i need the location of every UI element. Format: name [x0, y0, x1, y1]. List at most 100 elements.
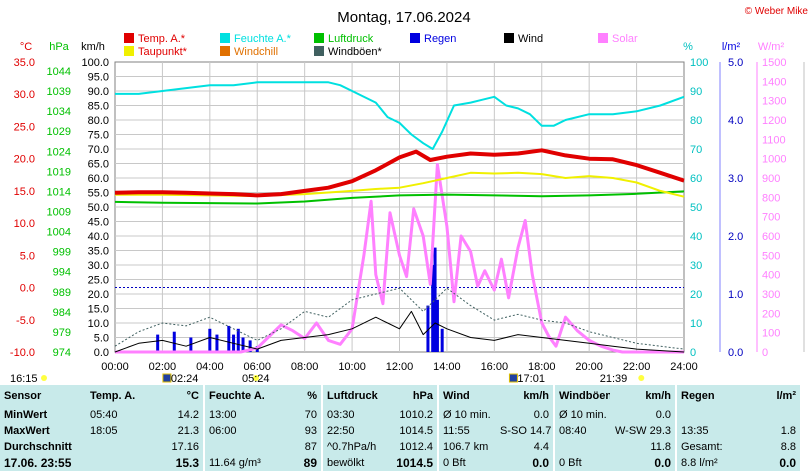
cell: 21.3: [138, 422, 205, 439]
cell: 15.3: [138, 454, 205, 471]
header-humidity-unit: %: [264, 385, 323, 407]
temp-tick-label: 35.0: [14, 57, 35, 69]
header-temp: Temp. A.: [90, 389, 136, 402]
solar-tick-label: 0: [762, 347, 768, 359]
header-gust-unit: km/h: [610, 385, 677, 407]
pct-tick-label: 10: [690, 318, 702, 330]
cell: 4.4: [496, 438, 555, 455]
rain-tick-label: 3.0: [728, 173, 743, 185]
legend-swatch: [124, 33, 134, 43]
cell: 0.0: [610, 406, 677, 423]
hpa-tick-label: 1034: [47, 106, 71, 118]
rain-bar: [435, 299, 439, 352]
rain-tick-label: 1.0: [728, 289, 743, 301]
legend-label: Regen: [424, 33, 456, 45]
series-line-windben: [114, 287, 685, 350]
pct-tick-label: 60: [690, 173, 702, 185]
unit-percent: %: [683, 41, 693, 53]
solar-tick-label: 700: [762, 212, 780, 224]
kmh-tick-label: 15.0: [88, 304, 109, 316]
rain-bar: [236, 328, 240, 352]
cell: 14.2: [138, 406, 205, 423]
cell: 22:50: [327, 424, 355, 437]
cell: W-SW 29.3: [610, 422, 677, 439]
hour-tick-label: 02:00: [149, 361, 177, 373]
cell: 0.0: [610, 454, 677, 471]
pct-tick-label: 40: [690, 231, 702, 243]
legend-label: Feuchte A.*: [234, 33, 292, 45]
hpa-tick-label: 1029: [47, 126, 71, 138]
header-wind: Wind: [443, 389, 470, 402]
rain-tick-label: 2.0: [728, 231, 743, 243]
header-pressure-unit: hPa: [378, 385, 439, 407]
rain-bar: [156, 334, 160, 352]
hour-tick-label: 04:00: [196, 361, 224, 373]
kmh-tick-label: 75.0: [88, 130, 109, 142]
hour-tick-label: 06:00: [243, 361, 271, 373]
solar-tick-label: 800: [762, 192, 780, 204]
header-humidity: Feuchte A.: [209, 389, 264, 402]
pct-tick-label: 100: [690, 57, 708, 69]
cell: 0.0: [779, 455, 796, 470]
sun-dot: [638, 375, 645, 381]
hpa-tick-label: 1044: [47, 66, 71, 78]
hour-tick-label: 12:00: [386, 361, 414, 373]
solar-tick-label: 1000: [762, 154, 786, 166]
hour-tick-label: 24:00: [670, 361, 698, 373]
stats-row-max: MaxWert 18:05 21.3 06:00 93 22:50 1014.5…: [0, 422, 800, 439]
temp-tick-label: 30.0: [14, 89, 35, 101]
cell: [554, 439, 610, 455]
sun-icon: [162, 373, 172, 383]
solar-tick-label: 300: [762, 289, 780, 301]
rain-bar: [431, 265, 435, 352]
stats-row-min: MinWert 05:40 14.2 13:00 70 03:30 1010.2…: [0, 406, 800, 423]
rain-tick-label: 5.0: [728, 57, 743, 69]
header-rain-unit: l/m²: [776, 389, 796, 402]
rain-bar: [426, 305, 430, 352]
cell: 0.0: [496, 454, 555, 471]
legend-swatch: [314, 46, 324, 56]
temp-tick-label: 0.0: [20, 283, 35, 295]
pct-tick-label: 30: [690, 260, 702, 272]
rain-bar: [227, 325, 231, 352]
rain-bar: [215, 334, 219, 352]
temp-tick-label: 25.0: [14, 121, 35, 133]
legend-label: Windböen*: [328, 46, 383, 58]
header-sensor: Sensor: [4, 389, 42, 402]
kmh-tick-label: 80.0: [88, 115, 109, 127]
solar-tick-label: 600: [762, 231, 780, 243]
cell: 0 Bft: [559, 456, 582, 469]
sun-icon: [508, 373, 518, 383]
kmh-tick-label: 65.0: [88, 159, 109, 171]
kmh-tick-label: 100.0: [81, 57, 109, 69]
hpa-tick-label: 1004: [47, 227, 71, 239]
cell: 11:55: [443, 424, 470, 437]
cell: 08:40: [559, 424, 587, 437]
solar-tick-label: 100: [762, 328, 780, 340]
series-line-solar: [115, 163, 684, 354]
cell: [86, 455, 138, 471]
row-label: Durchschnitt: [4, 440, 72, 453]
cell: 87: [264, 438, 323, 455]
hpa-tick-label: 984: [53, 307, 71, 319]
rain-bar: [248, 340, 252, 352]
legend-label: Luftdruck: [328, 33, 374, 45]
cell: Gesamt:: [681, 440, 723, 453]
cell: 70: [264, 406, 323, 423]
cell: [676, 407, 732, 423]
hpa-tick-label: 1024: [47, 146, 71, 158]
solar-tick-label: 1500: [762, 57, 786, 69]
hpa-tick-label: 1009: [47, 207, 71, 219]
kmh-tick-label: 50.0: [88, 202, 109, 214]
legend-swatch: [314, 33, 324, 43]
unit-solar: W/m²: [758, 41, 785, 53]
legend-swatch: [598, 33, 608, 43]
legend: Temp. A.* Feuchte A.* Luftdruck Regen Wind So…: [124, 33, 638, 58]
legend-label: Taupunkt*: [138, 46, 188, 58]
cell: 93: [264, 422, 323, 439]
rain-tick-label: 0.0: [728, 347, 743, 359]
series-line-luftdruck: [114, 190, 685, 205]
sun-dot: [253, 375, 260, 381]
hpa-tick-label: 1019: [47, 166, 71, 178]
pct-tick-label: 0: [690, 347, 696, 359]
